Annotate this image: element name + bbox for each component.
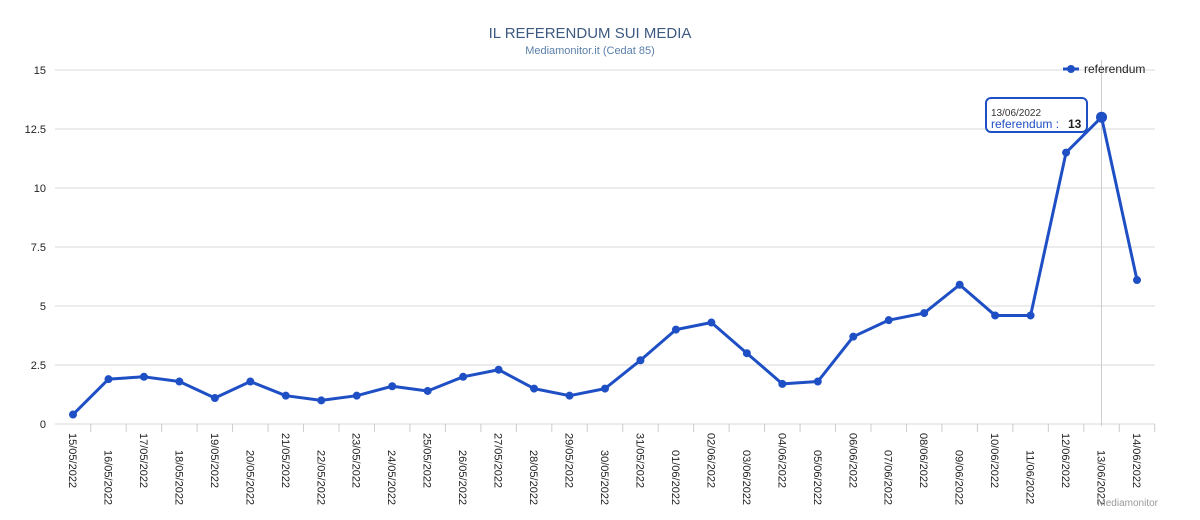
x-tick-label: 14/06/2022 xyxy=(1130,433,1142,488)
data-point-26/05/2022[interactable] xyxy=(459,372,468,381)
y-tick-label: 0 xyxy=(40,419,46,431)
data-point-14/06/2022[interactable] xyxy=(1133,276,1141,285)
x-tick-label: 21/05/2022 xyxy=(279,433,291,488)
x-tick-label: 25/05/2022 xyxy=(421,433,433,488)
y-tick-label: 12.5 xyxy=(25,124,46,136)
x-tick-label: 11/06/2022 xyxy=(1024,450,1036,504)
data-point-25/05/2022[interactable] xyxy=(423,386,432,395)
x-tick-label: 20/05/2022 xyxy=(243,450,255,505)
data-point-02/06/2022[interactable] xyxy=(707,318,716,327)
data-point-24/05/2022[interactable] xyxy=(388,382,397,391)
data-point-04/06/2022[interactable] xyxy=(778,379,787,388)
data-point-10/06/2022[interactable] xyxy=(991,311,1000,320)
credit[interactable]: Mediamonitor xyxy=(1097,498,1158,509)
data-point-13/06/2022[interactable] xyxy=(1096,111,1108,123)
data-point-23/05/2022[interactable] xyxy=(352,391,361,400)
x-tick-label: 28/05/2022 xyxy=(527,450,539,505)
data-point-18/05/2022[interactable] xyxy=(175,377,184,386)
x-tick-label: 05/06/2022 xyxy=(811,450,823,505)
y-tick-label: 15 xyxy=(34,65,46,77)
data-point-27/05/2022[interactable] xyxy=(494,365,503,374)
x-tick-label: 16/05/2022 xyxy=(101,450,113,505)
x-tick-label: 06/06/2022 xyxy=(846,433,858,488)
tooltip-date: 13/06/2022 xyxy=(991,108,1041,119)
x-tick-label: 04/06/2022 xyxy=(775,433,787,488)
legend-marker xyxy=(1067,65,1075,73)
x-tick-label: 27/05/2022 xyxy=(492,433,504,488)
x-tick-label: 07/06/2022 xyxy=(882,450,894,505)
y-tick-label: 5 xyxy=(40,301,46,313)
data-point-09/06/2022[interactable] xyxy=(955,280,964,289)
tooltip-box xyxy=(985,97,1088,133)
x-tick-label: 15/05/2022 xyxy=(66,433,78,488)
tooltip-series: referendum : xyxy=(991,117,1059,131)
chart-subtitle: Mediamonitor.it (Cedat 85) xyxy=(525,45,655,57)
legend[interactable]: referendum xyxy=(1063,62,1145,76)
x-tick-label: 23/05/2022 xyxy=(350,433,362,488)
data-point-16/05/2022[interactable] xyxy=(104,375,113,384)
x-tick-label: 29/05/2022 xyxy=(563,433,575,488)
data-point-03/06/2022[interactable] xyxy=(742,349,751,358)
chart-title: IL REFERENDUM SUI MEDIA xyxy=(489,25,692,42)
data-point-07/06/2022[interactable] xyxy=(884,316,893,325)
x-tick-label: 13/06/2022 xyxy=(1095,450,1107,505)
series-line-referendum xyxy=(71,115,1139,416)
y-tick-label: 2.5 xyxy=(31,360,46,372)
x-tick-label: 08/06/2022 xyxy=(917,433,929,488)
data-point-15/05/2022[interactable] xyxy=(69,410,77,419)
x-tick-label: 22/05/2022 xyxy=(314,450,326,505)
tooltip-value: 13 xyxy=(1068,117,1082,131)
x-tick-label: 26/05/2022 xyxy=(456,450,468,505)
data-point-11/06/2022[interactable] xyxy=(1026,311,1035,320)
data-point-05/06/2022[interactable] xyxy=(813,377,822,386)
x-tick-label: 17/05/2022 xyxy=(137,433,149,488)
x-tick-label: 09/06/2022 xyxy=(953,450,965,505)
x-tick-label: 12/06/2022 xyxy=(1059,433,1071,488)
data-point-30/05/2022[interactable] xyxy=(601,384,609,393)
x-tick-label: 30/05/2022 xyxy=(598,450,610,505)
data-point-28/05/2022[interactable] xyxy=(530,384,539,393)
data-point-01/06/2022[interactable] xyxy=(671,325,680,334)
x-tick-label: 10/06/2022 xyxy=(988,433,1000,488)
data-point-12/06/2022[interactable] xyxy=(1062,148,1071,157)
x-tick-label: 24/05/2022 xyxy=(385,450,397,505)
data-point-17/05/2022[interactable] xyxy=(139,372,148,381)
data-point-29/05/2022[interactable] xyxy=(565,391,574,400)
y-tick-label: 7.5 xyxy=(31,242,46,254)
data-point-19/05/2022[interactable] xyxy=(210,394,219,403)
x-tick-label: 03/06/2022 xyxy=(740,450,752,505)
x-tick-label: 19/05/2022 xyxy=(208,433,220,488)
data-point-20/05/2022[interactable] xyxy=(246,377,255,386)
x-tick-label: 01/06/2022 xyxy=(669,450,681,505)
data-point-22/05/2022[interactable] xyxy=(317,396,326,405)
data-point-06/06/2022[interactable] xyxy=(849,332,858,341)
x-tick-label: 02/06/2022 xyxy=(704,433,716,488)
data-point-21/05/2022[interactable] xyxy=(281,391,290,400)
y-tick-label: 10 xyxy=(34,183,46,195)
tooltip: 13/06/2022 referendum : 13 xyxy=(985,97,1088,133)
legend-label: referendum xyxy=(1084,62,1145,76)
data-point-31/05/2022[interactable] xyxy=(636,356,645,365)
data-point-08/06/2022[interactable] xyxy=(920,309,929,318)
x-tick-label: 18/05/2022 xyxy=(172,450,184,505)
x-tick-label: 31/05/2022 xyxy=(633,433,645,488)
